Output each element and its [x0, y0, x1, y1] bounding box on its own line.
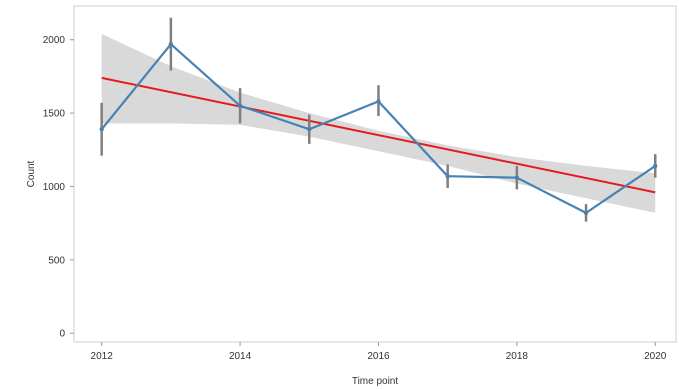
data-point: [445, 174, 450, 179]
x-tick-label: 2018: [506, 351, 529, 362]
data-point: [99, 127, 104, 132]
y-tick-label: 500: [48, 255, 65, 266]
data-point: [514, 175, 520, 180]
x-axis-title: Time point: [352, 376, 399, 387]
data-points-layer: [99, 41, 658, 216]
x-tick-label: 2014: [229, 351, 252, 362]
y-tick-label: 1500: [43, 109, 66, 120]
y-tick-label: 2000: [43, 35, 66, 46]
data-point: [237, 103, 243, 108]
y-axis-title: Count: [26, 160, 37, 187]
data-point: [307, 127, 312, 132]
data-point: [376, 99, 381, 104]
regression-layer: [101, 76, 656, 194]
y-tick-label: 1000: [43, 182, 66, 193]
y-tick-label: 0: [59, 329, 65, 340]
x-tick-label: 2020: [644, 351, 667, 362]
x-tick-label: 2016: [367, 351, 390, 362]
data-point: [583, 210, 589, 216]
data-point: [653, 163, 658, 169]
regression-line: [101, 76, 656, 194]
axes-layer: 0 500 1000 1500 2000 2012 2014 2016 2018 2020: [43, 35, 667, 362]
data-point: [168, 41, 174, 47]
x-tick-label: 2012: [91, 351, 114, 362]
